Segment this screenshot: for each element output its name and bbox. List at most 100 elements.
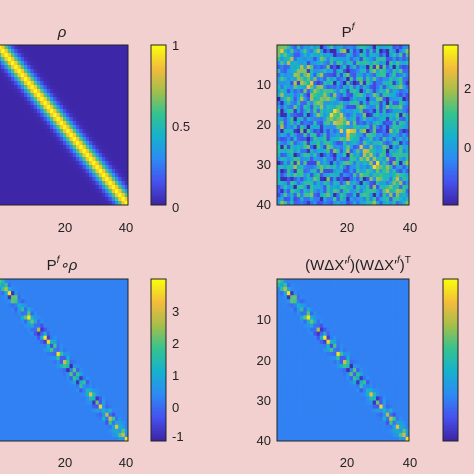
heatmap-cell (124, 173, 129, 178)
heatmap-cell (11, 392, 15, 397)
heatmap-cell (293, 105, 298, 110)
heatmap-cell (382, 117, 387, 122)
heatmap-cell (300, 169, 304, 174)
heatmap-cell (66, 69, 70, 74)
heatmap-cell (56, 372, 61, 377)
heatmap-cell (46, 69, 51, 74)
heatmap-cell (46, 45, 51, 50)
heatmap-cell (89, 376, 93, 381)
heatmap-cell (59, 303, 64, 308)
heatmap-cell (56, 133, 61, 138)
heatmap-cell (79, 121, 83, 126)
heatmap-cell (108, 424, 113, 430)
heatmap-cell (392, 141, 397, 146)
heatmap-cell (14, 45, 18, 50)
heatmap-cell (313, 61, 317, 66)
colorbar-segment (151, 60, 166, 63)
heatmap-cell (17, 189, 22, 194)
heatmap-cell (296, 61, 301, 66)
heatmap-cell (92, 85, 96, 90)
heatmap-cell (4, 339, 9, 345)
colorbar-segment (151, 306, 166, 310)
colorbar-segment (151, 107, 166, 111)
heatmap-cell (24, 283, 28, 288)
heatmap-cell (111, 311, 116, 316)
heatmap-cell (310, 161, 314, 166)
heatmap-cell (286, 73, 291, 78)
heatmap-cell (17, 141, 22, 146)
heatmap-cell (283, 173, 288, 178)
heatmap-cell (0, 109, 2, 114)
heatmap-cell (27, 388, 31, 393)
heatmap-cell (362, 109, 367, 114)
heatmap-cell (82, 197, 87, 202)
heatmap-cell (72, 303, 77, 308)
heatmap-cell (79, 384, 83, 389)
heatmap-cell (4, 197, 9, 202)
heatmap-cell (50, 347, 54, 353)
heatmap-cell (108, 165, 113, 170)
heatmap-cell (286, 85, 291, 90)
heatmap-cell (63, 161, 67, 166)
heatmap-cell (359, 97, 364, 102)
heatmap-cell (17, 137, 22, 142)
heatmap-cell (300, 45, 304, 50)
heatmap-cell (72, 197, 77, 202)
heatmap-cell (79, 351, 83, 357)
heatmap-cell (102, 384, 106, 389)
heatmap-cell (385, 129, 390, 134)
heatmap-cell (27, 105, 31, 110)
heatmap-cell (76, 335, 80, 341)
heatmap-cell (306, 181, 311, 186)
heatmap-cell (399, 89, 403, 94)
heatmap-cell (121, 165, 126, 170)
colorbar-segment (151, 122, 166, 126)
heatmap-cell (0, 89, 2, 94)
heatmap-cell (124, 384, 129, 389)
heatmap-cell (89, 384, 93, 389)
heatmap-cell (30, 400, 35, 405)
heatmap-cell (7, 161, 12, 166)
heatmap-cell (293, 69, 298, 74)
heatmap-cell (4, 45, 9, 50)
heatmap-cell (343, 101, 347, 106)
heatmap-cell (4, 319, 9, 324)
heatmap-cell (72, 428, 77, 434)
heatmap-cell (306, 189, 311, 194)
heatmap-cell (50, 360, 54, 365)
heatmap-cell (339, 113, 344, 118)
heatmap-cell (108, 295, 113, 300)
heatmap-cell (382, 161, 387, 166)
heatmap-cell (111, 113, 116, 118)
heatmap-cell (359, 201, 364, 206)
heatmap-cell (303, 129, 308, 134)
heatmap-cell (105, 93, 109, 98)
heatmap-cell (89, 420, 93, 426)
heatmap-cell (7, 89, 12, 94)
heatmap-cell (124, 133, 129, 138)
heatmap-cell (339, 77, 344, 82)
heatmap-cell (56, 177, 61, 182)
heatmap-cell (59, 368, 64, 373)
heatmap-cell (349, 117, 354, 122)
heatmap-cell (7, 77, 12, 82)
heatmap-cell (329, 125, 334, 130)
heatmap-cell (352, 157, 357, 162)
heatmap-cell (37, 376, 41, 381)
heatmap-cell (296, 113, 301, 118)
heatmap-cell (11, 117, 15, 122)
colorbar-segment (443, 162, 458, 166)
heatmap-cell (405, 121, 410, 126)
heatmap-cell (76, 279, 80, 284)
heatmap-cell (359, 109, 364, 114)
colorbar-segment (151, 160, 166, 163)
heatmap-cell (399, 65, 403, 70)
heatmap-cell (33, 129, 38, 134)
heatmap-cell (300, 81, 304, 86)
heatmap-cell (69, 355, 74, 361)
heatmap-cell (323, 185, 327, 190)
colorbar-segment (151, 120, 166, 123)
heatmap-cell (395, 101, 400, 106)
heatmap-cell (379, 133, 383, 138)
heatmap-cell (389, 189, 393, 194)
